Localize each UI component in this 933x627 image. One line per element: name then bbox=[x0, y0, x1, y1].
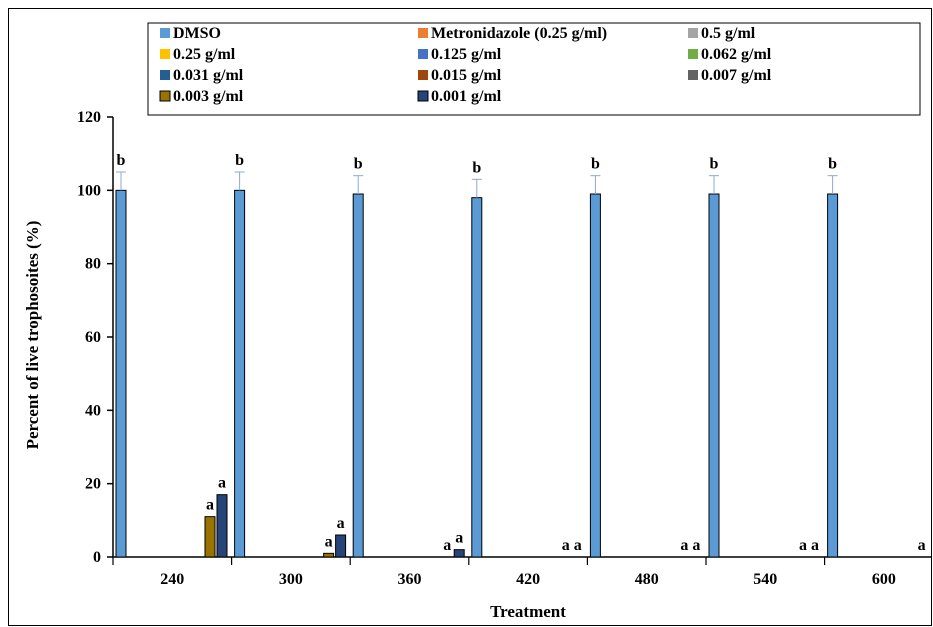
legend-swatch bbox=[160, 28, 170, 38]
y-tick-label: 120 bbox=[77, 109, 101, 126]
significance-label: a bbox=[206, 497, 214, 514]
x-tick-label: 600 bbox=[872, 571, 896, 588]
y-tick-label: 20 bbox=[85, 476, 101, 493]
bar bbox=[204, 516, 216, 558]
legend-swatch bbox=[688, 70, 698, 80]
significance-label: b bbox=[235, 152, 244, 169]
legend-label: 0.015 g/ml bbox=[431, 67, 502, 84]
legend-label: 0.125 g/ml bbox=[431, 46, 502, 63]
significance-label: a bbox=[325, 533, 333, 550]
significance-label: b bbox=[591, 156, 600, 173]
significance-label: b bbox=[828, 156, 837, 173]
y-tick-label: 40 bbox=[85, 402, 101, 419]
x-tick-label: 360 bbox=[398, 571, 422, 588]
significance-label: a bbox=[574, 537, 582, 554]
x-tick-label: 300 bbox=[279, 571, 303, 588]
bar bbox=[234, 189, 246, 558]
legend-box bbox=[147, 22, 921, 116]
significance-label: a bbox=[799, 537, 807, 554]
bar bbox=[708, 193, 720, 558]
legend-swatch bbox=[688, 49, 698, 59]
legend: DMSO Metronidazole (0.25 g/ml) 0.5 g/ml 0.2… bbox=[159, 25, 772, 105]
bars bbox=[115, 171, 839, 558]
x-axis-title: Treatment bbox=[490, 602, 566, 621]
bar bbox=[352, 193, 364, 558]
legend-label: 0.003 g/ml bbox=[173, 88, 244, 105]
bar bbox=[827, 193, 839, 558]
significance-label: a bbox=[680, 537, 688, 554]
x-tick-label: 540 bbox=[753, 571, 777, 588]
bar bbox=[589, 193, 601, 558]
significance-label: a bbox=[218, 475, 226, 492]
legend-label: 0.031 g/ml bbox=[173, 67, 244, 84]
bar bbox=[453, 549, 465, 558]
legend-label: 0.062 g/ml bbox=[701, 46, 772, 63]
x-tick-label: 240 bbox=[160, 571, 184, 588]
legend-swatch bbox=[160, 49, 170, 59]
legend-swatch bbox=[160, 70, 170, 80]
significance-label: a bbox=[811, 537, 819, 554]
legend-swatch bbox=[688, 28, 698, 38]
bar bbox=[335, 534, 347, 558]
legend-label: Metronidazole (0.25 g/ml) bbox=[431, 25, 607, 42]
axes: 0 20 40 60 80 100 120 240 300 360 420 480 540 600 bbox=[77, 109, 931, 588]
bar bbox=[471, 197, 483, 558]
y-tick-label: 60 bbox=[85, 329, 101, 346]
y-axis-title: Percent of live trophosoites (%) bbox=[23, 221, 42, 450]
y-tick-label: 100 bbox=[77, 182, 101, 199]
significance-label: b bbox=[117, 152, 126, 169]
significance-label: a bbox=[692, 537, 700, 554]
legend-swatch bbox=[417, 90, 429, 102]
legend-label: DMSO bbox=[173, 25, 221, 42]
y-tick-label: 80 bbox=[85, 256, 101, 273]
bar bbox=[115, 189, 127, 558]
significance-label: a bbox=[337, 515, 345, 532]
legend-label: 0.001 g/ml bbox=[431, 88, 502, 105]
x-tick-label: 420 bbox=[516, 571, 540, 588]
significance-label: a bbox=[562, 537, 570, 554]
bar bbox=[216, 494, 228, 558]
significance-label: a bbox=[443, 537, 451, 554]
significance-label: b bbox=[710, 156, 719, 173]
x-tick-label: 480 bbox=[635, 571, 659, 588]
legend-swatch bbox=[418, 28, 428, 38]
significance-label: a bbox=[455, 530, 463, 547]
legend-label: 0.25 g/ml bbox=[173, 46, 236, 63]
significance-label: b bbox=[354, 156, 363, 173]
y-tick-label: 0 bbox=[93, 549, 101, 566]
legend-label: 0.5 g/ml bbox=[701, 25, 756, 42]
significance-label: b bbox=[472, 159, 481, 176]
legend-label: 0.007 g/ml bbox=[701, 67, 772, 84]
legend-swatch bbox=[159, 90, 171, 102]
significance-label: a bbox=[918, 537, 926, 554]
legend-swatch bbox=[418, 49, 428, 59]
bar bbox=[323, 552, 335, 558]
legend-swatch bbox=[418, 70, 428, 80]
